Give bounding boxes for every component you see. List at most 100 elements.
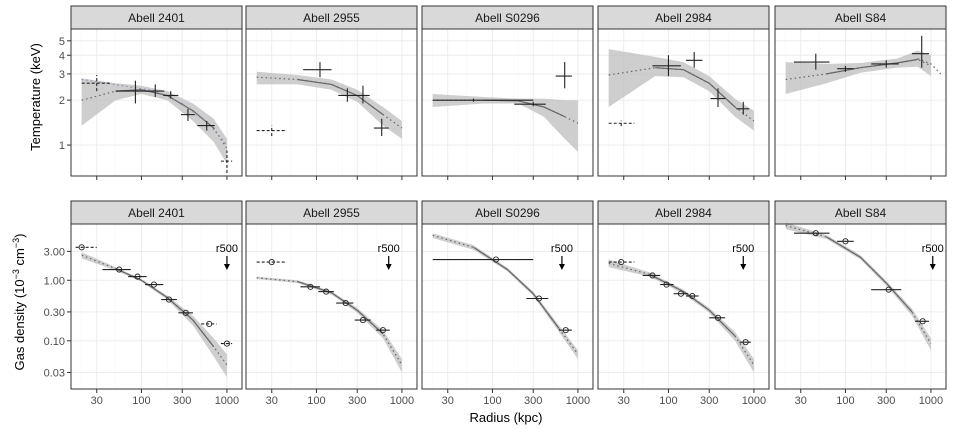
data-marker [649,272,656,279]
data-point [220,150,233,173]
panel-title: Abell 2955 [303,11,360,25]
x-tick-label: 1000 [390,395,414,407]
panel-border [597,223,770,390]
data-marker [812,230,819,237]
panel-title: Abell 2955 [303,206,360,220]
data-marker [223,340,230,347]
data-marker [562,327,569,334]
data-point [685,292,699,300]
y-tick-label: 0.03 [44,367,65,379]
panel-temp-2: Abell S0296 [421,5,594,180]
r500-arrow-head [929,264,936,270]
panel-title: Abell 2984 [655,11,712,25]
x-tick-label: 1000 [742,395,766,407]
x-tick-label: 100 [307,395,325,407]
data-marker [150,281,157,288]
data-marker [842,238,849,245]
x-tick-label: 300 [700,395,718,407]
y-tick-label: 1 [59,140,65,152]
data-marker [268,258,275,266]
data-point [709,314,726,321]
panel-border [774,28,947,177]
data-point [608,120,635,127]
data-point [911,35,930,68]
data-point [115,80,149,104]
x-tick-label: 300 [524,395,542,407]
density-label-exp-1: −3 [11,269,21,279]
data-point [514,101,546,107]
data-point [608,258,635,266]
data-point [914,318,930,325]
data-point [555,62,572,89]
density-label-exp-2: −3 [11,238,21,248]
data-point [871,60,899,68]
data-marker [492,256,500,263]
data-point [303,62,332,78]
data-point [432,256,534,263]
panel-title: Abell 2401 [128,206,185,220]
data-point [642,272,661,279]
data-point [180,108,195,121]
y-tick-label: 0.30 [44,307,65,319]
y-tick-label: 5 [59,36,65,48]
y-axis-title-density: Gas density (10−3 cm−3) [11,234,27,371]
data-marker [165,296,173,303]
x-tick-label: 100 [836,395,854,407]
data-point [144,281,164,288]
data-point [220,340,233,347]
data-marker [535,295,543,302]
panel-dens-3: Abell 2984 r500 30 100 300 1000 [597,200,770,407]
x-tick-label: 30 [442,395,454,407]
panel-group: Abell 2401 1 2 3 4 5 Abell 2401 r500 30 100 300 100… [44,5,947,407]
data-point [355,85,370,104]
x-tick-label: 100 [659,395,677,407]
panel-dens-4: Abell S84 r500 30 100 300 1000 [774,200,947,407]
y-axis-title-temperature: Temperature (keV) [28,43,43,151]
data-point [102,266,131,273]
panel-border [597,28,770,177]
y-tick-label: 3 [59,69,65,81]
data-marker [323,288,330,295]
data-point [376,327,390,334]
panel-border [245,223,418,390]
panel-dens-2: Abell S0296 r500 30 100 300 1000 [421,200,594,407]
data-point [318,288,334,295]
density-label-part-2: cm [12,248,27,269]
data-point [432,98,534,102]
data-point [81,74,112,92]
y-tick-label: 3.00 [44,246,65,258]
x-tick-label: 1000 [919,395,943,407]
x-tick-label: 1000 [566,395,590,407]
data-marker [742,339,749,346]
data-point [660,281,674,288]
data-marker [134,273,141,280]
x-axis-title: Radius (kpc) [470,410,543,425]
fit-curve [655,67,736,108]
data-point [178,309,193,316]
r500-label: r500 [732,243,754,255]
density-label-part-3: ) [12,234,27,238]
data-point [144,84,165,97]
y-tick-label: 2 [59,95,65,107]
fit-curve-extrapolated [785,58,932,81]
data-point [256,125,287,136]
data-point [793,230,830,237]
x-tick-label: 300 [173,395,191,407]
x-tick-label: 100 [483,395,501,407]
data-marker [919,318,926,325]
panel-title: Abell S0296 [475,206,540,220]
panel-border [70,223,243,390]
data-marker [663,281,670,288]
data-point [256,258,287,266]
y-tick-label: 0.10 [44,336,65,348]
x-tick-label: 300 [877,395,895,407]
panel-dens-1: Abell 2955 r500 30 100 300 1000 [245,200,418,407]
data-marker [689,292,696,300]
x-tick-label: 300 [348,395,366,407]
data-point [871,286,902,293]
r500-arrow-head [740,264,747,270]
panel-title: Abell 2984 [655,206,712,220]
confidence-band [81,78,227,164]
data-point [710,88,726,107]
